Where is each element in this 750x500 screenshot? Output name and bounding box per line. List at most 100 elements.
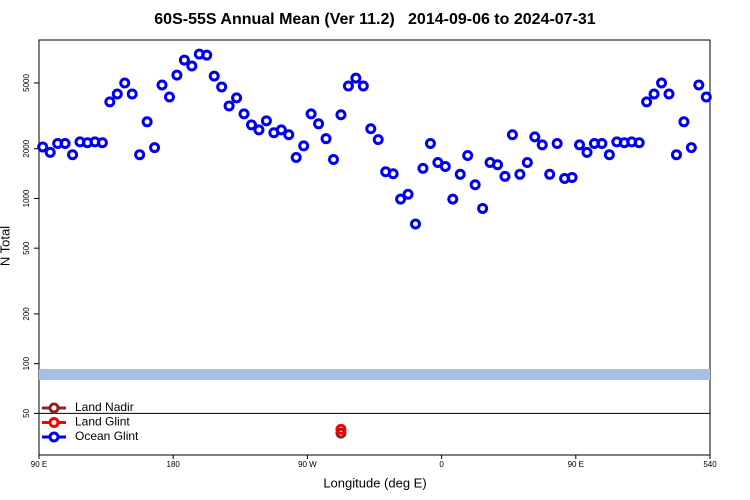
point (372, 134, 384, 146)
point (335, 423, 347, 435)
y-tick-label: 200 (22, 307, 31, 321)
point (514, 168, 526, 180)
point (469, 179, 481, 191)
x-axis-label: Longitude (deg E) (323, 475, 426, 490)
x-tick-label: 90 E (568, 460, 584, 469)
point (492, 159, 504, 171)
y-tick-label: 100 (22, 356, 31, 370)
point (477, 202, 489, 214)
point (149, 142, 161, 154)
point (327, 154, 339, 166)
point (216, 81, 228, 93)
point (104, 96, 116, 108)
point (544, 168, 556, 180)
point (424, 138, 436, 150)
y-tick-label: 50 (22, 408, 31, 417)
point (186, 60, 198, 72)
point (566, 171, 578, 183)
point (700, 91, 712, 103)
point (693, 79, 705, 91)
y-tick-label: 500 (22, 241, 31, 255)
point (238, 108, 250, 120)
legend-label: Land Nadir (75, 400, 134, 414)
point (305, 108, 317, 120)
point (685, 142, 697, 154)
legend-label: Ocean Glint (75, 429, 139, 443)
x-tick-label: 0 (439, 460, 444, 469)
point (402, 188, 414, 200)
y-tick-label: 5000 (22, 74, 31, 92)
point (44, 146, 56, 158)
point (67, 149, 79, 161)
point (126, 88, 138, 100)
point (298, 140, 310, 152)
point (253, 124, 265, 136)
point (171, 69, 183, 81)
point (111, 88, 123, 100)
point (119, 77, 131, 89)
y-tick-label: 2000 (22, 139, 31, 157)
point (350, 72, 362, 84)
point (603, 149, 615, 161)
point (536, 139, 548, 151)
point (283, 129, 295, 141)
point (335, 109, 347, 121)
point (141, 116, 153, 128)
point (96, 137, 108, 149)
point (499, 170, 511, 182)
legend-marker (48, 417, 60, 428)
point (648, 88, 660, 100)
point (417, 162, 429, 174)
point (260, 115, 272, 127)
point (320, 133, 332, 145)
point (581, 146, 593, 158)
point (201, 49, 213, 61)
point (231, 92, 243, 104)
point (59, 138, 71, 150)
point (365, 123, 377, 135)
point (670, 149, 682, 161)
point (521, 157, 533, 169)
x-tick-label: 540 (703, 460, 717, 469)
point (641, 96, 653, 108)
point (454, 168, 466, 180)
x-tick-label: 180 (167, 460, 181, 469)
point (447, 193, 459, 205)
point (223, 100, 235, 112)
point (357, 80, 369, 92)
point (656, 77, 668, 89)
point (462, 149, 474, 161)
point (163, 91, 175, 103)
point (395, 193, 407, 205)
point (596, 138, 608, 150)
point (529, 131, 541, 143)
point (574, 139, 586, 151)
legend-marker (48, 402, 60, 414)
point (506, 129, 518, 141)
point (387, 168, 399, 180)
point (678, 116, 690, 128)
point (551, 138, 563, 150)
x-tick-label: 90 E (31, 460, 47, 469)
point (156, 79, 168, 91)
point (313, 118, 325, 130)
chart-title: 60S-55S Annual Mean (Ver 11.2) 2014-09-0… (154, 11, 596, 28)
point (290, 151, 302, 163)
point (342, 80, 354, 92)
point (245, 119, 257, 131)
point (439, 161, 451, 173)
point (178, 54, 190, 66)
point (208, 70, 220, 82)
point (663, 88, 675, 100)
point (134, 149, 146, 161)
y-tick-label: 1000 (22, 189, 31, 207)
point (275, 124, 287, 136)
x-tick-label: 90 W (298, 460, 317, 469)
point (37, 141, 49, 153)
point (633, 137, 645, 149)
legend-label: Land Glint (75, 415, 130, 429)
y-axis-label: N Total (0, 226, 12, 266)
point (410, 218, 422, 230)
legend-marker (48, 431, 60, 443)
